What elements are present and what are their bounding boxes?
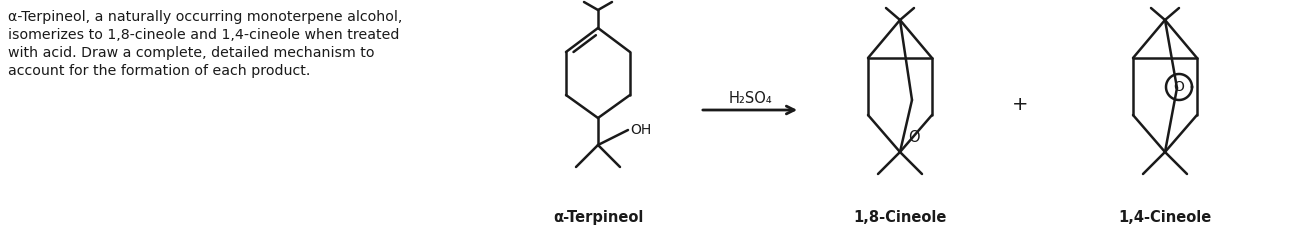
Text: α-Terpineol: α-Terpineol — [553, 210, 643, 225]
Text: with acid. Draw a complete, detailed mechanism to: with acid. Draw a complete, detailed mec… — [8, 46, 374, 60]
Text: 1,4-Cineole: 1,4-Cineole — [1119, 210, 1212, 225]
Polygon shape — [1166, 74, 1192, 100]
Text: account for the formation of each product.: account for the formation of each produc… — [8, 64, 310, 78]
Text: α-Terpineol, a naturally occurring monoterpene alcohol,: α-Terpineol, a naturally occurring monot… — [8, 10, 402, 24]
Text: isomerizes to 1,8-cineole and 1,4-cineole when treated: isomerizes to 1,8-cineole and 1,4-cineol… — [8, 28, 399, 42]
Text: 1,8-Cineole: 1,8-Cineole — [853, 210, 947, 225]
Text: OH: OH — [630, 123, 651, 137]
Text: H₂SO₄: H₂SO₄ — [729, 91, 772, 106]
Text: O: O — [909, 131, 920, 145]
Text: +: + — [1012, 95, 1028, 114]
Text: O: O — [1174, 80, 1184, 94]
